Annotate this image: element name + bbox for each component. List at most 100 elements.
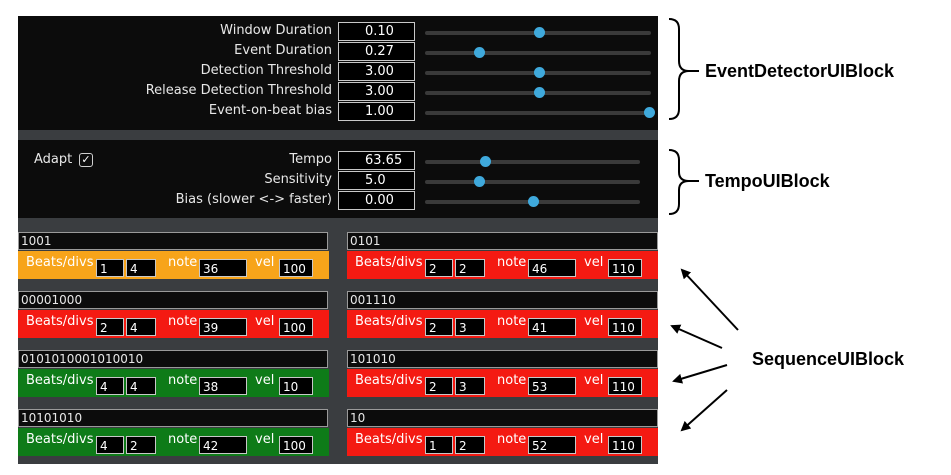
param-slider-track[interactable] <box>425 111 651 115</box>
sequence-pattern-field[interactable]: 1001 <box>18 232 328 250</box>
note-label: note <box>497 373 527 388</box>
vel-input[interactable]: 100 <box>279 318 313 336</box>
param-label: Window Duration <box>220 23 332 38</box>
note-label: note <box>168 255 198 270</box>
beats-input[interactable]: 2 <box>425 318 453 336</box>
divs-input[interactable]: 4 <box>126 259 156 277</box>
vel-input[interactable]: 110 <box>608 377 642 395</box>
vel-input[interactable]: 100 <box>279 259 313 277</box>
vel-input[interactable]: 110 <box>608 318 642 336</box>
event-detector-bracket <box>668 18 690 120</box>
arrow-to-sequence-2 <box>670 324 723 349</box>
param-value-input[interactable]: 3.00 <box>338 62 415 81</box>
param-label: Detection Threshold <box>200 63 332 78</box>
vel-label: vel <box>255 314 275 329</box>
sequence-pattern-field[interactable]: 0101 <box>347 232 658 250</box>
note-input[interactable]: 41 <box>528 318 576 336</box>
param-slider-thumb[interactable] <box>534 87 546 98</box>
beats-divs-label: Beats/divs <box>355 314 423 329</box>
note-label: note <box>168 373 198 388</box>
beats-divs-label: Beats/divs <box>355 373 423 388</box>
param-slider-thumb[interactable] <box>534 27 546 38</box>
vel-input[interactable]: 10 <box>279 377 313 395</box>
divs-input[interactable]: 4 <box>126 377 156 395</box>
tempo-param-value-input[interactable]: 63.65 <box>338 151 415 170</box>
beats-divs-label: Beats/divs <box>26 432 94 447</box>
beats-divs-label: Beats/divs <box>355 432 423 447</box>
divs-input[interactable]: 3 <box>455 318 485 336</box>
param-slider-track[interactable] <box>425 51 651 55</box>
tempo-param-value-input[interactable]: 5.0 <box>338 171 415 190</box>
tempo-slider-thumb[interactable] <box>527 196 539 207</box>
param-value-input[interactable]: 0.10 <box>338 22 415 41</box>
vel-label: vel <box>584 373 604 388</box>
note-input[interactable]: 39 <box>199 318 247 336</box>
divs-input[interactable]: 2 <box>455 436 485 454</box>
divs-input[interactable]: 2 <box>126 436 156 454</box>
note-label: note <box>497 314 527 329</box>
sequence-controls-bar: Beats/divs 1 4 note 36 vel 100 <box>18 251 329 279</box>
vel-input[interactable]: 110 <box>608 259 642 277</box>
param-slider-thumb[interactable] <box>534 67 546 78</box>
param-value-input[interactable]: 0.27 <box>338 42 415 61</box>
tempo-annotation: TempoUIBlock <box>705 171 830 191</box>
param-slider-thumb[interactable] <box>644 107 655 118</box>
sequence-pattern-field[interactable]: 10 <box>347 409 658 427</box>
arrow-to-sequence-1 <box>680 268 739 331</box>
adapt-checkbox[interactable]: ✓ <box>79 153 93 167</box>
note-input[interactable]: 38 <box>199 377 247 395</box>
tempo-slider-thumb[interactable] <box>473 176 485 187</box>
note-label: note <box>168 432 198 447</box>
sequence-pattern-field[interactable]: 001110 <box>347 291 658 309</box>
panel-divider <box>18 130 658 140</box>
note-label: note <box>497 255 527 270</box>
sequence-controls-bar: Beats/divs 2 4 note 39 vel 100 <box>18 310 329 338</box>
beats-input[interactable]: 1 <box>96 259 124 277</box>
sequence-pattern-field[interactable]: 10101010 <box>18 409 328 427</box>
sequence-pattern-field[interactable]: 00001000 <box>18 291 328 309</box>
param-value-input[interactable]: 3.00 <box>338 82 415 101</box>
param-value-input[interactable]: 1.00 <box>338 102 415 121</box>
beats-input[interactable]: 2 <box>96 318 124 336</box>
tempo-param-label: Tempo <box>289 152 332 167</box>
note-input[interactable]: 42 <box>199 436 247 454</box>
vel-label: vel <box>584 314 604 329</box>
beats-divs-label: Beats/divs <box>26 255 94 270</box>
event-detector-annotation: EventDetectorUIBlock <box>705 61 895 81</box>
note-input[interactable]: 36 <box>199 259 247 277</box>
vel-label: vel <box>255 255 275 270</box>
tempo-param-value-input[interactable]: 0.00 <box>338 191 415 210</box>
note-label: note <box>497 432 527 447</box>
beats-input[interactable]: 4 <box>96 377 124 395</box>
sequence-controls-bar: Beats/divs 2 3 note 53 vel 110 <box>347 369 658 397</box>
param-label: Event-on-beat bias <box>208 103 332 118</box>
vel-label: vel <box>255 432 275 447</box>
adapt-label: Adapt <box>34 152 73 167</box>
beats-divs-label: Beats/divs <box>26 373 94 388</box>
beats-divs-label: Beats/divs <box>26 314 94 329</box>
param-slider-thumb[interactable] <box>473 47 485 58</box>
beats-input[interactable]: 2 <box>425 259 453 277</box>
beats-input[interactable]: 1 <box>425 436 453 454</box>
divs-input[interactable]: 2 <box>455 259 485 277</box>
param-label: Release Detection Threshold <box>145 83 332 98</box>
vel-input[interactable]: 110 <box>608 436 642 454</box>
tempo-slider-track[interactable] <box>425 180 640 184</box>
vel-input[interactable]: 100 <box>279 436 313 454</box>
sequence-pattern-field[interactable]: 101010 <box>347 350 658 368</box>
tempo-slider-track[interactable] <box>425 160 640 164</box>
beats-divs-label: Beats/divs <box>355 255 423 270</box>
vel-label: vel <box>584 432 604 447</box>
divs-input[interactable]: 4 <box>126 318 156 336</box>
tempo-slider-thumb[interactable] <box>480 156 492 167</box>
note-input[interactable]: 46 <box>528 259 576 277</box>
note-input[interactable]: 53 <box>528 377 576 395</box>
sequence-pattern-field[interactable]: 0101010001010010 <box>18 350 328 368</box>
sequence-controls-bar: Beats/divs 2 3 note 41 vel 110 <box>347 310 658 338</box>
beats-input[interactable]: 2 <box>425 377 453 395</box>
tempo-param-label: Bias (slower <-> faster) <box>175 192 332 207</box>
divs-input[interactable]: 3 <box>455 377 485 395</box>
beats-input[interactable]: 4 <box>96 436 124 454</box>
sequence-controls-bar: Beats/divs 4 2 note 42 vel 100 <box>18 428 329 456</box>
note-input[interactable]: 52 <box>528 436 576 454</box>
